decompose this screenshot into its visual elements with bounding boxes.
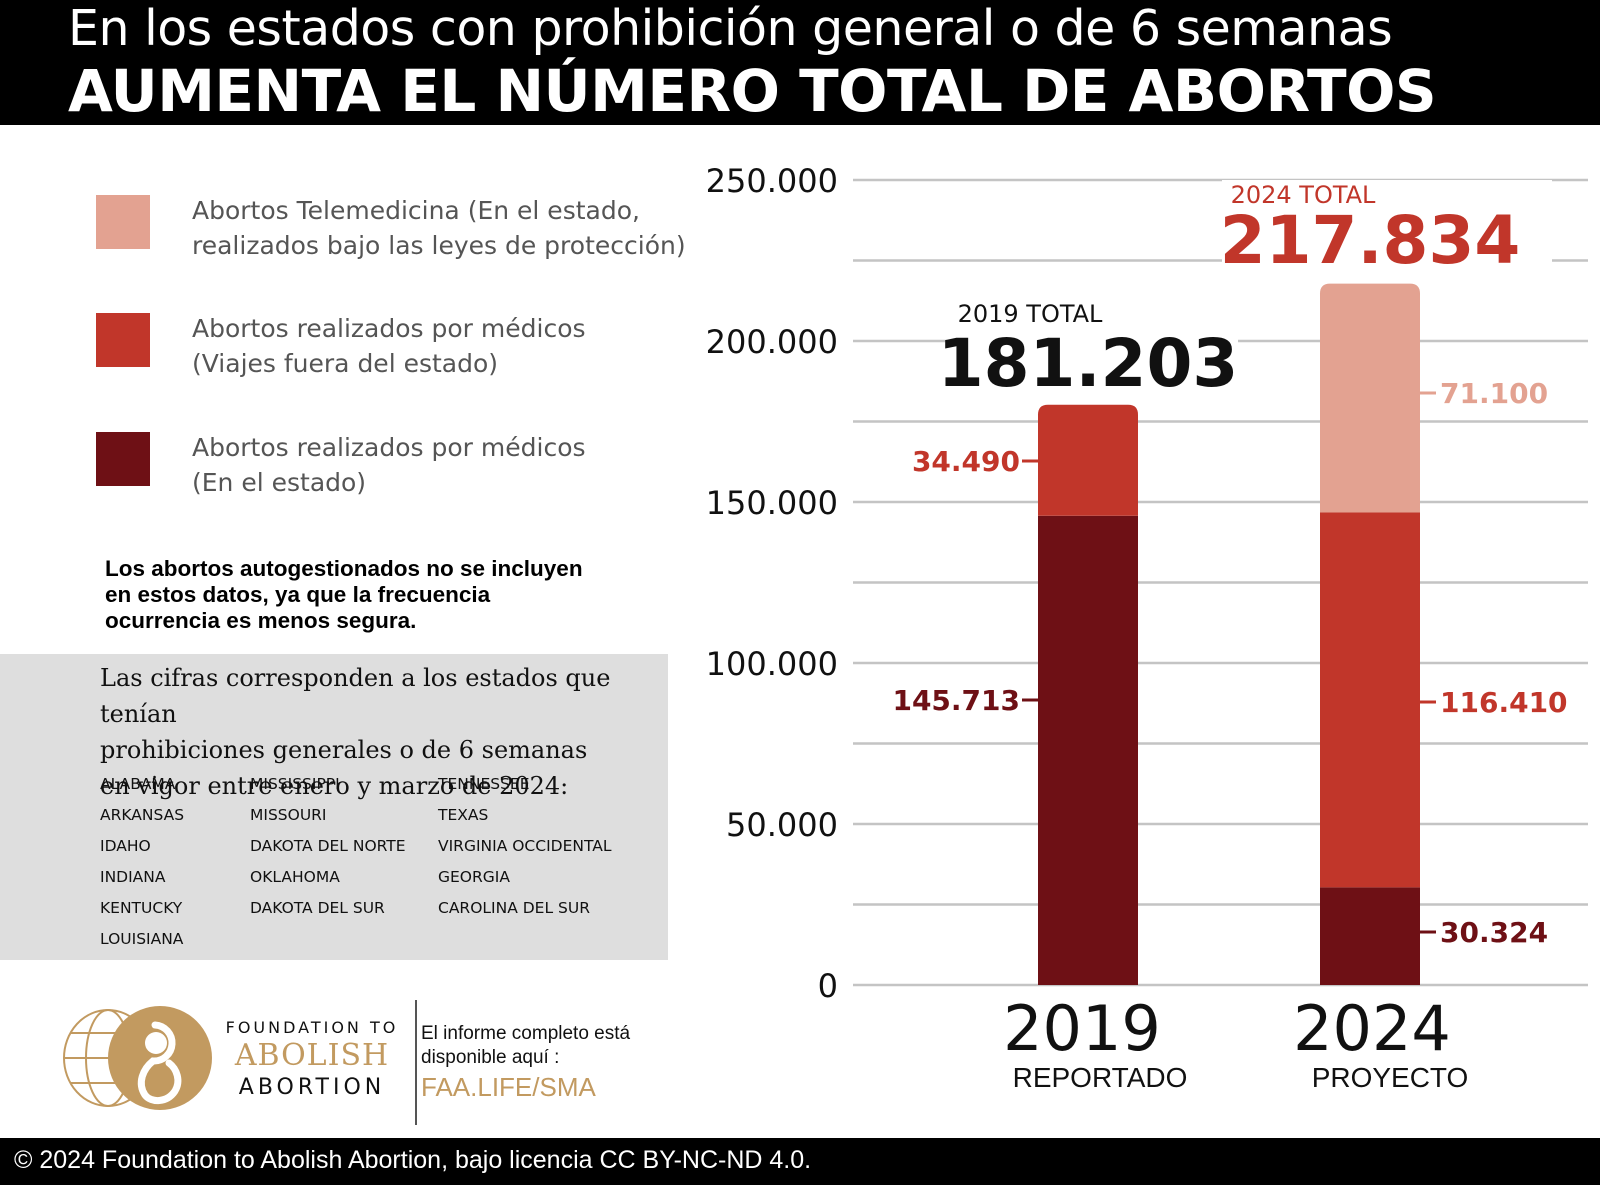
report-link[interactable]: FAA.LIFE/SMA [421,1072,596,1102]
legend-label-telemedicine: Abortos Telemedicina (En el estado, real… [192,193,686,263]
data-label: 116.410 [1440,686,1568,719]
total-caption: 2019 TOTAL [958,300,1103,328]
total-value: 181.203 [938,325,1239,402]
header-title: AUMENTA EL NÚMERO TOTAL DE ABORTOS [68,57,1437,125]
legend-label-line1: Abortos realizados por médicos [192,433,586,462]
copyright-text: © 2024 Foundation to Abolish Abortion, b… [14,1146,812,1174]
y-tick-label: 200.000 [706,323,838,361]
legend-label-line1: Abortos Telemedicina (En el estado, [192,196,640,225]
legend-label-line2: realizados bajo las leyes de protección) [192,231,686,260]
y-tick-label: 0 [818,967,838,1005]
states-box: Las cifras corresponden a los estados qu… [0,654,668,960]
data-label: 145.713 [892,684,1020,717]
state-name: IDAHO [100,837,151,855]
y-tick-label: 50.000 [726,806,838,844]
foundation-name: FOUNDATION TO ABOLISH ABORTION [222,1017,402,1103]
state-name: INDIANA [100,868,166,886]
header-subtitle: En los estados con prohibición general o… [68,0,1393,57]
state-name: TENNESSEE [438,775,530,793]
total-label-background [948,300,1238,400]
x-tick-sublabel: PROYECTO [1312,1062,1469,1093]
foundation-name-line3: ABORTION [238,1075,386,1100]
state-name: MISSISSIPPI [250,775,340,793]
state-name: KENTUCKY [100,899,183,917]
legend-label-line1: Abortos realizados por médicos [192,314,586,343]
legend-label-line2: (En el estado) [192,468,367,497]
data-label: 30.324 [1440,916,1548,949]
legend-swatch-in-state [96,432,150,486]
data-label: 34.490 [912,445,1020,478]
x-tick-label: 2019 [1003,992,1161,1065]
bar-segment [1320,887,1420,985]
self-managed-note: Los abortos autogestionados no se incluy… [105,556,583,633]
total-label-background [1222,180,1552,280]
state-name: GEORGIA [438,868,510,886]
bar-segment [1320,283,1420,513]
y-tick-label: 150.000 [706,484,838,522]
state-name: DAKOTA DEL NORTE [250,837,406,855]
legend-label-line2: (Viajes fuera del estado) [192,349,499,378]
state-name: ARKANSAS [100,806,185,824]
state-name: DAKOTA DEL SUR [250,899,385,917]
x-tick-label: 2024 [1293,992,1451,1065]
state-name: CAROLINA DEL SUR [438,899,590,917]
report-text: El informe completo está disponible aquí… [421,1023,631,1068]
state-name: OKLAHOMA [250,868,340,886]
foundation-name-line2: ABOLISH [234,1038,390,1073]
x-tick-sublabel: REPORTADO [1013,1062,1188,1093]
state-name: LOUISIANA [100,930,184,948]
footer-divider [415,1000,417,1125]
footer-bar: © 2024 Foundation to Abolish Abortion, b… [0,1138,1600,1185]
bar-segment [1320,512,1420,888]
header-banner: En los estados con prohibición general o… [0,0,1600,125]
state-name: ALABAMA [100,775,176,793]
y-tick-label: 100.000 [706,645,838,683]
bar-segment [1038,515,1138,985]
legend-swatch-out-of-state [96,313,150,367]
legend-label-in-state: Abortos realizados por médicos (En el es… [192,430,672,500]
data-label: 71.100 [1440,377,1548,410]
legend-label-out-of-state: Abortos realizados por médicos (Viajes f… [192,311,672,381]
state-name: MISSOURI [250,806,327,824]
foundation-name-line1: FOUNDATION TO [225,1018,399,1037]
foundation-logo-icon [63,1006,212,1110]
y-tick-label: 250.000 [706,162,838,200]
total-caption: 2024 TOTAL [1231,181,1376,209]
total-value: 217.834 [1220,202,1521,279]
legend-swatch-telemedicine [96,195,150,249]
states-intro: Las cifras corresponden a los estados qu… [100,664,611,800]
bar-segment [1038,404,1138,516]
state-name: TEXAS [438,806,489,824]
state-name: VIRGINIA OCCIDENTAL [438,837,612,855]
